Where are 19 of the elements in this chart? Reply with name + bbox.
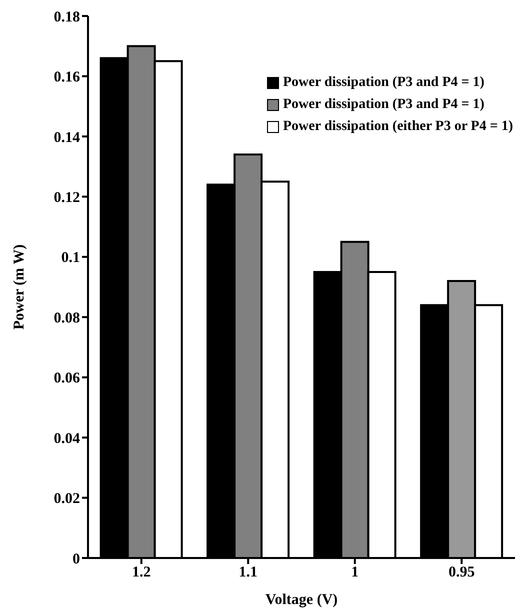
legend-label: Power dissipation (either P3 or P4 = 1) [282,118,513,136]
x-tick-label: 1.1 [238,564,258,581]
y-tick-label: 0.02 [54,491,80,508]
y-axis-title: Power (m W) [11,244,28,330]
y-tick-label: 0.1 [61,250,80,266]
y-tick-label: 0.14 [54,130,80,146]
x-axis-title: Voltage (V) [265,592,338,608]
legend-label: Power dissipation (P3 and P4 = 1) [282,96,484,114]
y-tick-label: 0.16 [54,70,80,86]
y-tick-label: 0 [72,551,80,568]
x-tick-label: 1.2 [132,564,151,581]
legend-label: Power dissipation (P3 and P4 = 1) [282,74,484,92]
y-tick-label: 0.06 [54,370,80,387]
y-tick-label: 0.08 [54,310,80,326]
y-tick-label: 0.12 [54,190,80,206]
y-tick-label: 0.18 [54,9,80,26]
y-tick-label: 0.04 [54,430,80,447]
x-tick-label: 0.95 [448,564,475,581]
x-tick-label: 1 [351,564,359,581]
